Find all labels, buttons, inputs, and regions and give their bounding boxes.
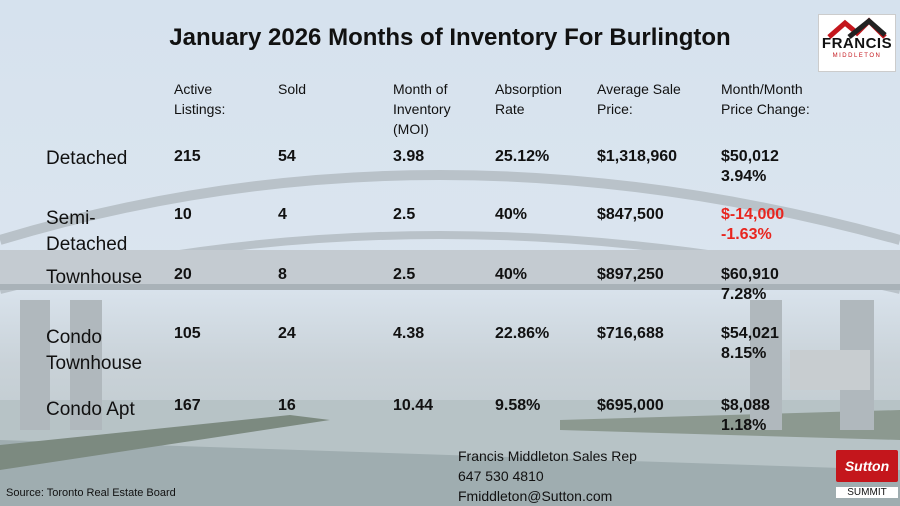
cell-absorption: 22.86% — [495, 325, 550, 342]
change-percent: 8.15% — [721, 345, 767, 362]
source-note: Source: Toronto Real Estate Board — [6, 487, 176, 499]
cell-price-change: $60,910 7.28% — [721, 265, 779, 305]
change-amount: $-14,000 — [721, 206, 785, 223]
header-moi: Month of Inventory (MOI) — [393, 79, 451, 139]
header-line: Price: — [597, 101, 633, 117]
header-line: Inventory — [393, 101, 451, 117]
logo-name: FRANCIS — [821, 35, 893, 52]
row-label-line: Condo Apt — [46, 399, 135, 420]
contact-email[interactable]: Fmiddleton@Sutton.com — [458, 488, 613, 504]
header-line: Month/Month — [721, 81, 803, 97]
row-label-line: Detached — [46, 234, 128, 255]
cell-active: 167 — [174, 397, 201, 414]
cell-sold: 54 — [278, 148, 296, 165]
cell-average-price: $1,318,960 — [597, 148, 678, 165]
contact-block: Francis Middleton Sales Rep 647 530 4810… — [458, 446, 637, 506]
contact-phone: 647 530 4810 — [458, 468, 544, 484]
header-average-sale-price: Average Sale Price: — [597, 79, 681, 119]
row-label-condo-townhouse: Condo Townhouse — [46, 325, 142, 377]
sutton-summit-logo: Sutton SUMMIT — [836, 450, 898, 504]
header-line: Price Change: — [721, 101, 810, 117]
change-amount: $60,910 — [721, 266, 779, 283]
page-title: January 2026 Months of Inventory For Bur… — [169, 24, 731, 51]
header-month-price-change: Month/Month Price Change: — [721, 79, 810, 119]
cell-active: 10 — [174, 206, 192, 223]
cell-moi: 2.5 — [393, 266, 416, 283]
cell-moi: 4.38 — [393, 325, 425, 342]
change-amount: $50,012 — [721, 148, 779, 165]
contact-name: Francis Middleton Sales Rep — [458, 448, 637, 464]
cell-absorption: 40% — [495, 266, 528, 283]
cell-moi: 2.5 — [393, 206, 416, 223]
cell-absorption: 9.58% — [495, 397, 541, 414]
header-sold: Sold — [278, 79, 306, 99]
cell-average-price: $695,000 — [597, 397, 664, 414]
row-label-line: Detached — [46, 148, 128, 169]
header-line: Listings: — [174, 101, 226, 117]
row-label-line: Townhouse — [46, 353, 143, 374]
row-label-line: Condo — [46, 327, 102, 348]
change-percent: 1.18% — [721, 417, 767, 434]
row-label-townhouse: Townhouse — [46, 265, 142, 291]
house-roof-icon — [827, 17, 887, 39]
cell-moi: 10.44 — [393, 397, 434, 414]
cell-sold: 8 — [278, 266, 287, 283]
cell-price-change: $54,021 8.15% — [721, 324, 779, 364]
cell-price-change: $8,088 1.18% — [721, 396, 770, 436]
cell-absorption: 25.12% — [495, 148, 550, 165]
header-line: Rate — [495, 101, 525, 117]
change-percent: 3.94% — [721, 168, 767, 185]
header-absorption-rate: Absorption Rate — [495, 79, 562, 119]
change-percent: -1.63% — [721, 226, 772, 243]
header-line: (MOI) — [393, 121, 429, 137]
cell-price-change: $50,012 3.94% — [721, 147, 779, 187]
cell-active: 20 — [174, 266, 192, 283]
brand-name: Sutton — [836, 450, 898, 482]
row-label-detached: Detached — [46, 146, 127, 172]
cell-average-price: $897,250 — [597, 266, 664, 283]
cell-average-price: $847,500 — [597, 206, 664, 223]
cell-sold: 4 — [278, 206, 287, 223]
header-line: Sold — [278, 81, 307, 97]
header-line: Absorption — [495, 81, 562, 97]
cell-sold: 24 — [278, 325, 296, 342]
cell-price-change-negative: $-14,000 -1.63% — [721, 205, 784, 245]
header-line: Active — [174, 81, 213, 97]
row-label-condo-apt: Condo Apt — [46, 397, 135, 423]
francis-middleton-logo: FRANCIS MIDDLETON — [818, 14, 896, 72]
logo-sub: MIDDLETON — [832, 53, 882, 59]
header-active-listings: Active Listings: — [174, 79, 225, 119]
header-line: Average Sale — [597, 81, 681, 97]
cell-sold: 16 — [278, 397, 296, 414]
change-amount: $8,088 — [721, 397, 770, 414]
cell-moi: 3.98 — [393, 148, 425, 165]
cell-active: 105 — [174, 325, 201, 342]
header-line: Month of — [393, 81, 448, 97]
change-percent: 7.28% — [721, 286, 767, 303]
row-label-semi-detached: Semi- Detached — [46, 206, 127, 258]
row-label-line: Semi- — [46, 208, 96, 229]
brand-sub: SUMMIT — [836, 487, 898, 498]
cell-average-price: $716,688 — [597, 325, 664, 342]
row-label-line: Townhouse — [46, 267, 143, 288]
change-amount: $54,021 — [721, 325, 779, 342]
cell-absorption: 40% — [495, 206, 528, 223]
cell-active: 215 — [174, 148, 201, 165]
